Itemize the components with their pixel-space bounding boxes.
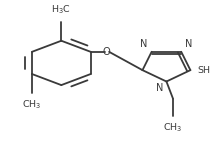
Text: SH: SH <box>197 66 210 75</box>
Text: N: N <box>140 39 148 49</box>
Text: O: O <box>103 47 110 57</box>
Text: CH$_3$: CH$_3$ <box>22 98 42 111</box>
Text: N: N <box>185 39 193 49</box>
Text: H$_3$C: H$_3$C <box>51 4 71 16</box>
Text: N: N <box>156 83 163 93</box>
Text: CH$_3$: CH$_3$ <box>163 122 183 134</box>
